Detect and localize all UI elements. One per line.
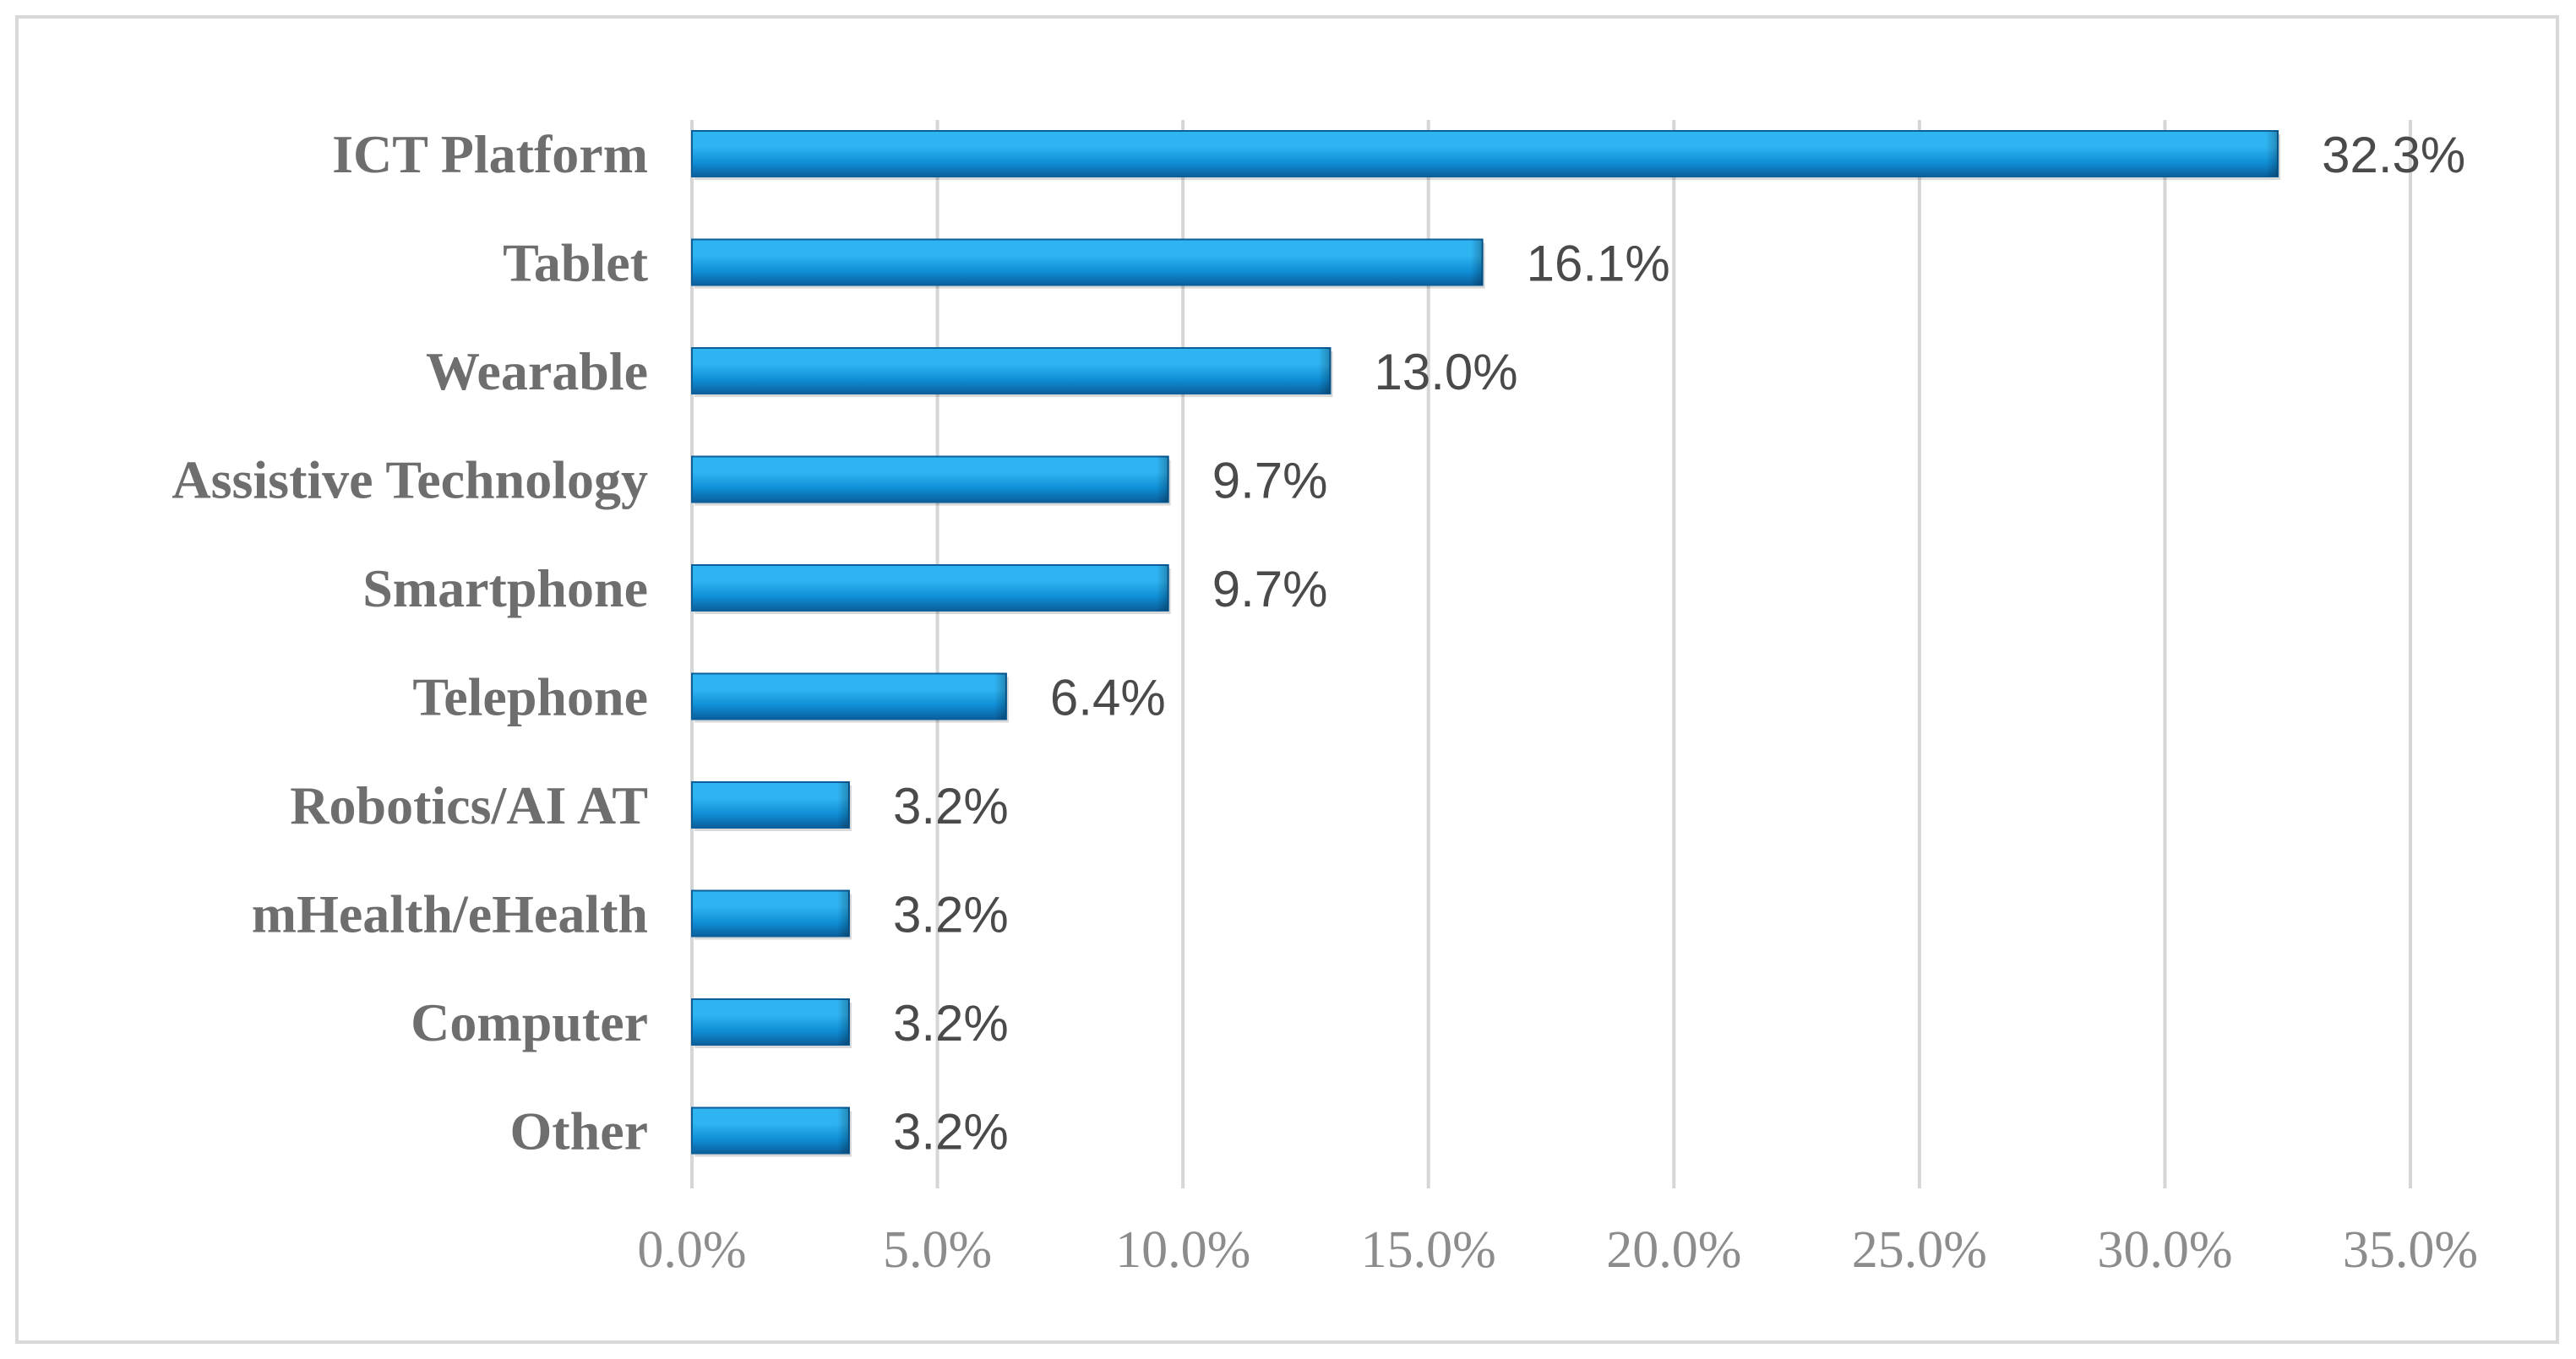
x-axis-tick-labels: 0.0% 5.0% 10.0% 15.0% 20.0% 25.0% 30.0% 35.0% [637, 1221, 2478, 1279]
bar-end-cap [836, 782, 849, 828]
category-label: Tablet [503, 233, 649, 293]
bar-body [691, 564, 1169, 612]
bar-end-cap [1318, 348, 1331, 394]
category-label: Wearable [426, 341, 648, 401]
category-labels: ICT Platform Tablet Wearable Assistive Tech… [172, 124, 648, 1161]
bar-body [691, 889, 850, 938]
bar-7 [691, 889, 852, 940]
bar-end-cap [836, 999, 849, 1045]
value-label: 3.2% [893, 995, 1009, 1052]
category-label: mHealth/eHealth [252, 884, 648, 944]
bar-1 [691, 238, 1485, 289]
bar-2 [691, 347, 1333, 397]
bar-end-cap [1156, 456, 1168, 503]
bar-3 [691, 455, 1171, 506]
bar-body [691, 672, 1007, 720]
x-tick-label: 10.0% [1115, 1221, 1250, 1279]
category-label: Other [510, 1101, 649, 1161]
category-label: ICT Platform [332, 124, 648, 184]
bar-8 [691, 998, 852, 1048]
bar-body [691, 130, 2279, 177]
bar-end-cap [836, 1107, 849, 1154]
bar-body [691, 238, 1484, 286]
x-tick-label: 25.0% [1852, 1221, 1987, 1279]
bar-0 [691, 130, 2281, 180]
value-label: 32.3% [2322, 127, 2465, 183]
x-tick-label: 0.0% [637, 1221, 746, 1279]
value-label: 9.7% [1212, 561, 1328, 617]
category-label: Assistive Technology [172, 450, 648, 510]
category-label: Robotics/AI AT [290, 775, 648, 835]
x-tick-label: 5.0% [883, 1221, 992, 1279]
x-tick-label: 30.0% [2097, 1221, 2232, 1279]
chart-frame: ICT Platform Tablet Wearable Assistive Tech… [15, 15, 2559, 1344]
value-label: 6.4% [1050, 670, 1166, 726]
value-label: 13.0% [1374, 344, 1517, 400]
bar-chart: ICT Platform Tablet Wearable Assistive Tech… [172, 120, 2478, 1279]
category-label: Smartphone [362, 558, 648, 618]
x-tick-label: 20.0% [1606, 1221, 1741, 1279]
bar-body [691, 781, 850, 829]
value-labels: 32.3% 16.1%13.0% 9.7% 9.7% 6.4% 3.2% 3.2% 3.2% 3… [893, 127, 2465, 1161]
bar-4 [691, 564, 1171, 614]
bars [691, 130, 2281, 1157]
category-label: Computer [411, 992, 648, 1052]
bar-body [691, 455, 1169, 503]
bar-5 [691, 672, 1009, 723]
bar-end-cap [1470, 239, 1483, 285]
bar-end-cap [2266, 131, 2279, 177]
category-label: Telephone [412, 667, 648, 727]
bar-body [691, 347, 1332, 394]
x-tick-label: 35.0% [2343, 1221, 2478, 1279]
value-label: 3.2% [893, 887, 1009, 943]
value-label: 9.7% [1212, 453, 1328, 509]
value-label: 3.2% [893, 1104, 1009, 1161]
bar-9 [691, 1106, 852, 1157]
bar-end-cap [836, 890, 849, 937]
bar-end-cap [994, 673, 1006, 720]
bar-end-cap [1156, 565, 1168, 611]
bar-6 [691, 781, 852, 831]
bar-body [691, 998, 850, 1046]
gridlines [690, 120, 2412, 1188]
value-label: 16.1% [1527, 236, 1670, 292]
value-label: 3.2% [893, 778, 1009, 834]
x-tick-label: 15.0% [1361, 1221, 1496, 1279]
bar-body [691, 1106, 850, 1155]
